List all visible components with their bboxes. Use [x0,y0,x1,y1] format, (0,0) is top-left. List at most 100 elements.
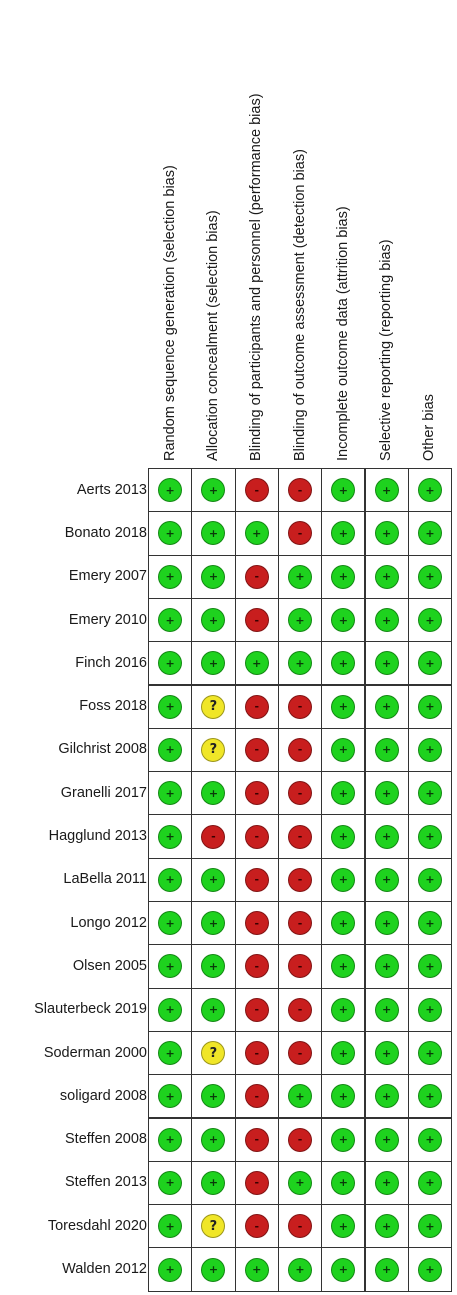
rating-cell: + [277,1247,323,1292]
rating-cell: + [148,1030,193,1076]
rating-cell: + [148,641,193,686]
low-risk-icon: + [374,781,399,806]
rating-cell: + [148,554,193,599]
rating-cell: - [234,684,279,729]
rating-cell: + [148,987,193,1032]
column-header: Selective reporting (reporting bias) [378,239,395,461]
rating-cell: + [321,554,366,599]
low-risk-icon: + [331,824,356,849]
column-header: Incomplete outcome data (attrition bias) [335,206,352,461]
rating-cell: + [191,1160,236,1206]
rating-cell: - [277,901,323,946]
rating-cell: - [277,814,323,859]
low-risk-icon: + [158,1257,183,1282]
low-risk-icon: + [244,521,269,546]
rating-cell: + [148,468,193,513]
high-risk-icon: - [201,824,226,849]
rating-cell: + [364,1247,409,1292]
rating-cell: + [321,511,366,556]
low-risk-icon: + [374,1257,399,1282]
low-risk-icon: + [331,781,356,806]
rating-cell: + [364,944,409,989]
rating-cell: + [277,554,323,599]
rating-cell: + [234,641,279,686]
high-risk-icon: - [244,737,269,762]
low-risk-icon: + [244,1257,269,1282]
low-risk-icon: + [201,1084,226,1109]
study-label: Hagglund 2013 [48,828,147,845]
rating-cell: + [321,597,366,643]
column-header: Allocation concealment (selection bias) [205,210,222,461]
low-risk-icon: + [331,954,356,979]
low-risk-icon: + [331,521,356,546]
rating-cell: + [364,901,409,946]
low-risk-icon: + [417,1170,442,1195]
low-risk-icon: + [158,824,183,849]
low-risk-icon: + [201,651,226,676]
low-risk-icon: + [331,694,356,719]
low-risk-icon: + [417,1041,442,1066]
low-risk-icon: + [417,867,442,892]
high-risk-icon: - [288,911,313,936]
rating-cell: - [234,1030,279,1076]
rating-cell: + [321,641,366,686]
low-risk-icon: + [331,997,356,1022]
low-risk-icon: + [288,1170,313,1195]
rating-cell: + [364,1030,409,1076]
low-risk-icon: + [158,911,183,936]
rating-cell: - [277,1204,323,1249]
high-risk-icon: - [244,1214,269,1239]
rating-cell: + [321,857,366,902]
low-risk-icon: + [158,1041,183,1066]
low-risk-icon: + [374,694,399,719]
column-header-label: Other bias [421,394,438,461]
low-risk-icon: + [417,478,442,503]
low-risk-icon: + [417,1084,442,1109]
rating-cell: + [191,641,236,686]
rating-cell: + [407,554,453,599]
low-risk-icon: + [158,867,183,892]
low-risk-icon: + [201,564,226,589]
low-risk-icon: + [158,737,183,762]
rating-cell: - [234,1074,279,1119]
low-risk-icon: + [158,997,183,1022]
low-risk-icon: + [158,694,183,719]
low-risk-icon: + [374,1127,399,1152]
rating-cell: - [234,901,279,946]
rating-cell: + [148,901,193,946]
low-risk-icon: + [374,608,399,633]
column-header: Blinding of outcome assessment (detectio… [292,149,309,461]
low-risk-icon: + [374,478,399,503]
high-risk-icon: - [288,997,313,1022]
high-risk-icon: - [244,694,269,719]
low-risk-icon: + [417,1257,442,1282]
low-risk-icon: + [331,1041,356,1066]
study-label: Walden 2012 [62,1261,147,1278]
rating-cell: - [234,554,279,599]
rating-cell: + [407,1204,453,1249]
column-header-label: Selective reporting (reporting bias) [378,239,395,461]
rating-cell: + [321,944,366,989]
low-risk-icon: + [201,1127,226,1152]
high-risk-icon: - [244,781,269,806]
rating-cell: + [321,814,366,859]
low-risk-icon: + [417,781,442,806]
study-label: LaBella 2011 [63,871,147,888]
rating-cell: - [277,857,323,902]
study-label: Longo 2012 [70,914,147,931]
rating-cell: + [277,1074,323,1119]
rating-cell: ? [191,684,236,729]
rating-cell: ? [191,1030,236,1076]
column-header-label: Random sequence generation (selection bi… [161,165,178,461]
rating-cell: - [277,1030,323,1076]
rating-cell: + [407,1247,453,1292]
high-risk-icon: - [244,1041,269,1066]
low-risk-icon: + [331,867,356,892]
study-label: Steffen 2013 [65,1174,147,1191]
rating-cell: + [191,1117,236,1162]
study-label: Steffen 2008 [65,1131,147,1148]
study-label: Granelli 2017 [60,784,147,801]
low-risk-icon: + [331,1257,356,1282]
column-header: Blinding of participants and personnel (… [248,93,265,461]
high-risk-icon: - [244,608,269,633]
